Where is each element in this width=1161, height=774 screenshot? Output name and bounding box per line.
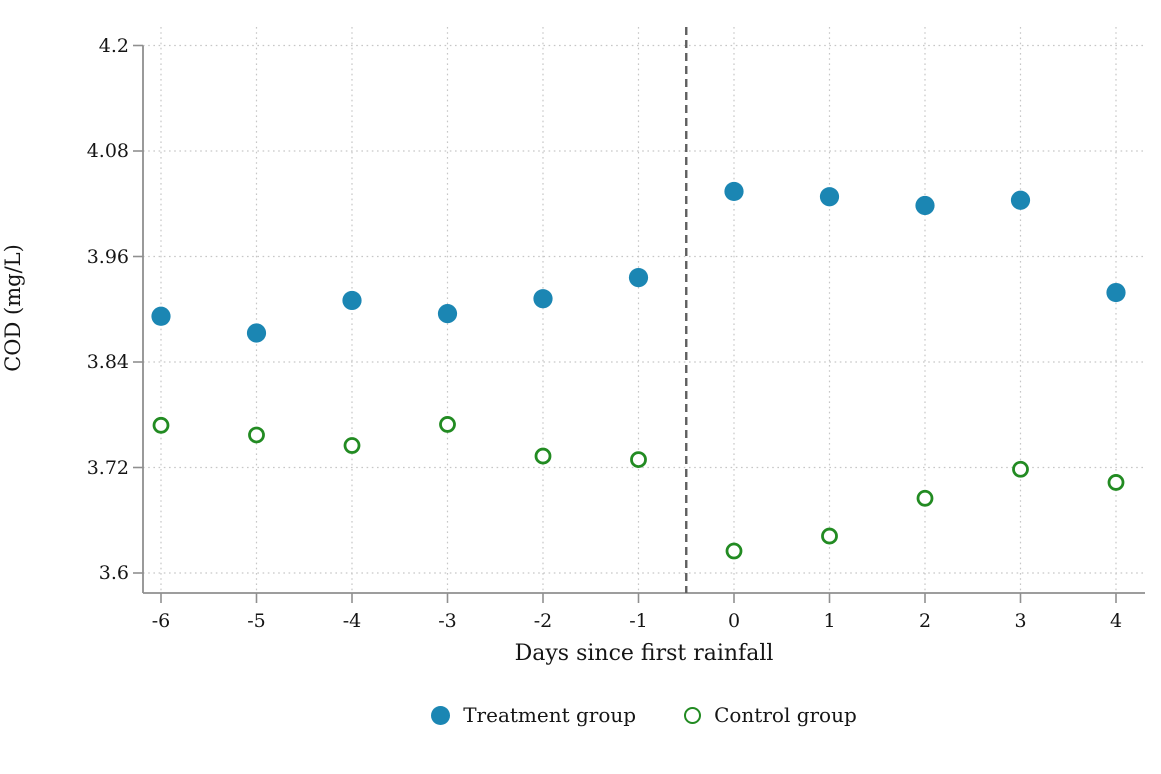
x-tick-label: -6 bbox=[151, 610, 171, 632]
y-tick-label: 3.72 bbox=[86, 456, 129, 479]
legend-item-control: Control group bbox=[684, 703, 857, 727]
treatment-marker-icon bbox=[431, 705, 451, 725]
control-data-point bbox=[152, 416, 170, 434]
control-data-point bbox=[248, 426, 265, 444]
y-tick-label: 4.08 bbox=[86, 140, 129, 162]
treatment-data-point bbox=[628, 268, 649, 288]
control-data-point bbox=[1012, 460, 1029, 478]
control-data-point bbox=[630, 451, 647, 468]
control-data-point bbox=[439, 416, 456, 433]
legend: Treatment group Control group bbox=[143, 697, 1145, 733]
y-axis-title: COD (mg/L) bbox=[1, 244, 25, 372]
control-data-point bbox=[343, 437, 361, 454]
treatment-data-point bbox=[342, 290, 362, 311]
control-data-point bbox=[725, 542, 743, 560]
control-data-point bbox=[916, 489, 934, 507]
y-tick-label: 3.96 bbox=[86, 245, 129, 268]
x-axis-title: Days since first rainfall bbox=[514, 641, 774, 666]
y-tick-label: 4.2 bbox=[98, 34, 129, 57]
treatment-data-point bbox=[246, 323, 267, 343]
treatment-data-point bbox=[151, 306, 171, 326]
control-data-point bbox=[1107, 474, 1125, 491]
treatment-data-point bbox=[533, 289, 553, 309]
x-tick-label: -1 bbox=[629, 610, 648, 632]
x-tick-label: -5 bbox=[247, 610, 266, 632]
control-data-point bbox=[821, 527, 838, 545]
y-tick-label: 3.84 bbox=[86, 351, 129, 373]
control-data-point bbox=[534, 447, 552, 465]
x-tick-label: 0 bbox=[727, 610, 741, 632]
x-tick-label: -4 bbox=[342, 610, 362, 632]
treatment-data-point bbox=[437, 304, 458, 324]
x-tick-label: -2 bbox=[533, 610, 553, 632]
treatment-data-point bbox=[915, 195, 935, 216]
x-tick-label: 2 bbox=[918, 610, 932, 632]
y-tick-label: 3.6 bbox=[98, 562, 129, 584]
treatment-data-point bbox=[724, 181, 744, 202]
x-tick-label: -3 bbox=[438, 610, 457, 632]
legend-item-treatment: Treatment group bbox=[431, 703, 636, 727]
x-tick-label: 1 bbox=[823, 610, 836, 632]
x-tick-label: 4 bbox=[1109, 610, 1123, 632]
legend-label-treatment: Treatment group bbox=[463, 703, 637, 727]
legend-label-control: Control group bbox=[714, 703, 857, 727]
treatment-data-point bbox=[1106, 282, 1126, 303]
treatment-data-point bbox=[819, 187, 840, 207]
control-marker-icon bbox=[684, 706, 702, 724]
treatment-data-point bbox=[1010, 190, 1031, 210]
x-tick-label: 3 bbox=[1014, 610, 1027, 632]
